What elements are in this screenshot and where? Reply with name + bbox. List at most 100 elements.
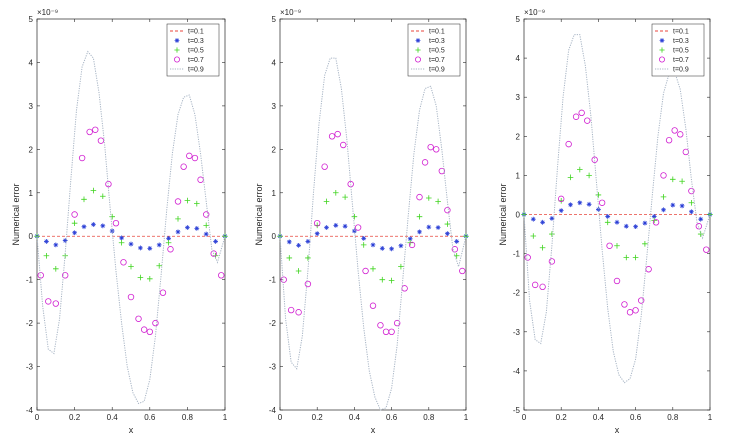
data-point [388, 328, 395, 335]
chart-panel-2: 0 0.2 0.4 0.6 0.8 1 -4 -3 -2 -1 0 1 2 3 4 5 x Numerical e… [254, 8, 469, 435]
data-point [398, 263, 404, 270]
data-point [100, 223, 106, 229]
y-axis-label: Numerical error [11, 183, 21, 245]
legend-label: t=0.1 [188, 29, 204, 36]
data-point [128, 263, 134, 270]
legend: t=0.1 t=0.3 t=0.5 t=0.7 t=0.9 [166, 23, 220, 77]
data-point [213, 239, 218, 244]
legend-swatch [659, 56, 666, 63]
data-point [614, 242, 620, 249]
y-tick-label: 2 [516, 132, 521, 141]
data-point [642, 241, 648, 247]
data-point [540, 219, 545, 225]
legend-label: t=0.3 [429, 38, 445, 45]
data-point [333, 222, 339, 228]
data-point [140, 326, 148, 333]
x-axis-label: x [129, 425, 134, 435]
data-point [165, 239, 172, 246]
data-point [548, 258, 556, 265]
data-point [194, 200, 200, 207]
x-tick-label: 0.6 [144, 413, 156, 422]
data-point [379, 276, 386, 283]
x-tick-label: 0.4 [107, 413, 119, 422]
data-point [109, 213, 115, 220]
data-point [354, 224, 362, 231]
legend-label: t=0.7 [673, 57, 689, 64]
data-point [135, 315, 142, 322]
y-tick-label: 3 [29, 102, 34, 111]
data-point [286, 255, 293, 261]
data-point [71, 211, 78, 218]
axis-exponent: ×10⁻⁹ [37, 8, 58, 17]
data-point [296, 242, 301, 248]
data-point [61, 272, 69, 279]
x-tick-label: 0.2 [312, 413, 324, 422]
data-point [444, 221, 451, 227]
legend-label: t=0.5 [673, 48, 689, 55]
y-tick-label: -3 [26, 363, 34, 372]
data-point [210, 250, 217, 257]
data-point [91, 222, 96, 227]
data-point [218, 272, 225, 279]
data-point [342, 194, 348, 200]
y-axis-label: Numerical error [498, 183, 508, 245]
legend-label: t=0.1 [429, 29, 445, 36]
legend-label: t=0.9 [673, 67, 689, 74]
x-tick-label: 0.6 [630, 413, 642, 422]
data-point [427, 143, 434, 151]
legend-swatch [174, 38, 180, 43]
data-point [558, 208, 564, 213]
y-tick-label: 4 [272, 58, 277, 67]
data-point [539, 283, 546, 291]
y-tick-label: 3 [272, 102, 277, 111]
y-tick-label: -2 [513, 289, 521, 298]
y-tick-label: -4 [269, 406, 277, 415]
legend: t=0.1 t=0.3 t=0.5 t=0.7 t=0.9 [407, 23, 461, 77]
legend-label: t=0.5 [429, 48, 445, 55]
axis-exponent: ×10⁻⁹ [280, 8, 301, 17]
data-point [398, 243, 404, 249]
data-point [623, 254, 630, 261]
data-point [572, 113, 580, 120]
series-t=0.5 [277, 189, 469, 284]
y-tick-label: 0 [516, 211, 521, 220]
data-point [324, 225, 329, 230]
data-point [407, 236, 413, 242]
data-point [606, 242, 613, 249]
data-point [451, 246, 459, 253]
data-point [613, 277, 621, 285]
y-tick-label: -3 [513, 328, 521, 337]
y-tick-label: 0 [29, 232, 34, 241]
data-point [184, 197, 191, 204]
x-tick-label: 0 [522, 413, 527, 422]
data-point [393, 319, 401, 327]
data-point [166, 235, 171, 241]
data-point [445, 231, 450, 237]
y-tick-label: 5 [29, 15, 34, 24]
data-point [632, 307, 639, 314]
y-tick-label: -2 [269, 319, 277, 328]
data-point [37, 272, 44, 279]
series-t=0.7 [524, 109, 710, 316]
data-point [156, 242, 162, 248]
data-point [180, 163, 187, 170]
data-point [604, 219, 611, 226]
data-point [342, 223, 348, 229]
data-point [295, 309, 302, 316]
plot-area [279, 18, 467, 411]
data-point [565, 140, 572, 148]
data-point [120, 259, 127, 266]
chart-panel-1: 0 0.2 0.4 0.6 0.8 1 -4 -3 -2 -1 0 1 2 3 4 5 x Numerical e… [11, 8, 228, 435]
data-point [118, 239, 125, 246]
legend-label: t=0.5 [188, 48, 204, 55]
chart-panel-3: 0 0.2 0.4 0.6 0.8 1 -5 -4 -3 -2 -1 0 1 2 3 4 5 x Numerical… [498, 8, 713, 435]
data-point [81, 196, 87, 203]
data-point [34, 233, 40, 240]
y-tick-label: -3 [269, 363, 277, 372]
y-tick-label: 5 [272, 15, 277, 24]
legend-label: t=0.1 [673, 29, 689, 36]
data-point [323, 198, 330, 205]
data-point [596, 207, 601, 212]
data-point [435, 198, 441, 205]
